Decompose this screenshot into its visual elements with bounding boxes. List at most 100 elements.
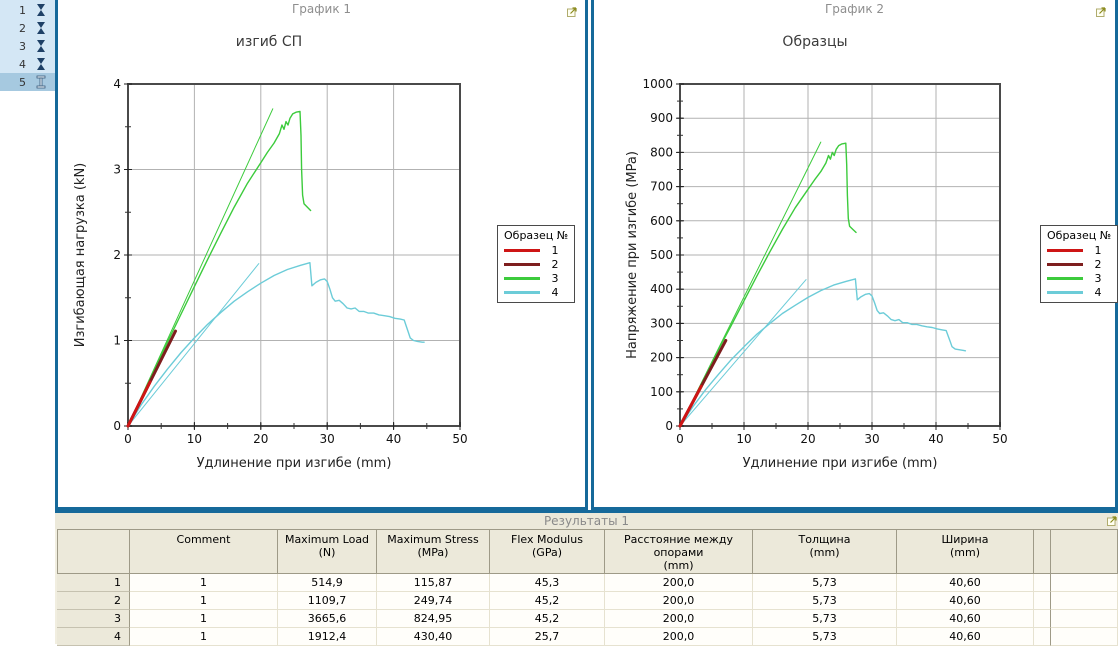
y-tick-label: 800: [650, 145, 673, 159]
series-line-4-fit: [127, 263, 260, 427]
table-cell[interactable]: [1051, 574, 1118, 592]
table-cell[interactable]: 40,60: [897, 574, 1034, 592]
table-header-cell: Расстояние между опорами (mm): [605, 529, 753, 574]
x-tick-label: 40: [386, 432, 401, 446]
legend-title: Образец №: [504, 229, 569, 242]
table-cell[interactable]: 40,60: [897, 628, 1034, 646]
sidebar-item-specimen-5[interactable]: 5: [0, 73, 55, 91]
table-cell[interactable]: [1051, 628, 1118, 646]
table-cell[interactable]: [1051, 610, 1118, 628]
table-cell[interactable]: 115,87: [377, 574, 490, 592]
y-axis-label: Изгибающая нагрузка (kN): [73, 163, 88, 348]
table-header-cell: Maximum Stress (MPa): [377, 529, 490, 574]
table-cell[interactable]: [1034, 574, 1051, 592]
legend-item: 1: [504, 243, 570, 257]
table-header-cell: Comment: [130, 529, 278, 574]
legend-item: 3: [1047, 271, 1113, 285]
table-cell[interactable]: 5,73: [753, 610, 897, 628]
table-cell[interactable]: [1034, 628, 1051, 646]
table-cell[interactable]: 1: [130, 592, 278, 610]
sidebar-item-specimen-3[interactable]: 3: [0, 37, 55, 55]
legend-color-line: [504, 248, 540, 252]
table-cell[interactable]: [1051, 592, 1118, 610]
table-cell[interactable]: 1: [130, 574, 278, 592]
series-line-4: [127, 262, 425, 427]
table-cell[interactable]: 3665,6: [278, 610, 377, 628]
table-cell[interactable]: 25,7: [490, 628, 605, 646]
sidebar-item-number: 3: [19, 39, 26, 53]
row-header-cell[interactable]: 4: [57, 628, 130, 646]
legend-item-label: 3: [1094, 271, 1102, 285]
export-icon: [567, 7, 577, 17]
table-cell[interactable]: [1034, 610, 1051, 628]
specimen-icon: [37, 22, 45, 34]
table-header-cell: Ширина (mm): [897, 529, 1034, 574]
sidebar-item-specimen-1[interactable]: 1: [0, 1, 55, 19]
table-cell[interactable]: 824,95: [377, 610, 490, 628]
row-header-cell[interactable]: 1: [57, 574, 130, 592]
sidebar-item-specimen-4[interactable]: 4: [0, 55, 55, 73]
table-cell[interactable]: 200,0: [605, 574, 753, 592]
x-tick-label: 30: [320, 432, 335, 446]
legend-item-label: 4: [551, 285, 559, 299]
series-line-3: [679, 142, 857, 427]
table-cell[interactable]: 45,3: [490, 574, 605, 592]
table-cell[interactable]: [1034, 592, 1051, 610]
legend-color-line: [504, 290, 540, 294]
legend-color-line: [1047, 290, 1083, 294]
chart-panel-2: График 2 Образцы 0 10 20 30 40 50 0 100 200 300 40…: [591, 0, 1118, 510]
table-cell[interactable]: 200,0: [605, 610, 753, 628]
table-header-cell: [1034, 529, 1051, 574]
table-cell[interactable]: 40,60: [897, 592, 1034, 610]
table-cell[interactable]: 1: [130, 628, 278, 646]
table-cell[interactable]: 5,73: [753, 592, 897, 610]
ibeam-cursor-icon: [36, 75, 46, 89]
results-grid: Comment Maximum Load (N) Maximum Stress (M…: [57, 529, 1118, 646]
table-header-cell: Maximum Load (N): [278, 529, 377, 574]
table-cell[interactable]: 249,74: [377, 592, 490, 610]
y-tick-label: 0: [665, 419, 673, 433]
table-cell[interactable]: 1109,7: [278, 592, 377, 610]
table-cell[interactable]: 1: [130, 610, 278, 628]
x-tick-label: 30: [864, 432, 879, 446]
chart-panel-1: График 1 изгиб СП 0 10 20 30 40 50 0 1 2 3 4 Удлине…: [55, 0, 588, 510]
table-cell[interactable]: 45,2: [490, 592, 605, 610]
legend-color-line: [1047, 276, 1083, 280]
x-tick-label: 0: [676, 432, 684, 446]
table-cell[interactable]: 1912,4: [278, 628, 377, 646]
legend-item: 2: [504, 257, 570, 271]
sidebar-item-specimen-2[interactable]: 2: [0, 19, 55, 37]
legend-item: 4: [1047, 285, 1113, 299]
table-cell[interactable]: 514,9: [278, 574, 377, 592]
y-tick-label: 0: [113, 419, 121, 433]
x-tick-label: 50: [452, 432, 467, 446]
table-cell[interactable]: 430,40: [377, 628, 490, 646]
table-cell[interactable]: 40,60: [897, 610, 1034, 628]
panel-header: График 1: [291, 2, 352, 16]
legend-title: Образец №: [1047, 229, 1112, 242]
x-tick-label: 50: [992, 432, 1007, 446]
table-header-cell: [57, 529, 130, 574]
legend-item-label: 1: [551, 243, 559, 257]
export-icon[interactable]: [1096, 2, 1107, 17]
table-cell[interactable]: 5,73: [753, 628, 897, 646]
table-cell[interactable]: 200,0: [605, 628, 753, 646]
sidebar-item-number: 4: [19, 57, 26, 71]
legend-color-line: [504, 262, 540, 266]
table-cell[interactable]: 45,2: [490, 610, 605, 628]
flex-stress-chart: 0 10 20 30 40 5001002003004005006007008009001…: [625, 77, 1008, 471]
export-icon[interactable]: [567, 2, 578, 17]
legend-item-label: 2: [551, 257, 559, 271]
table-cell[interactable]: 200,0: [605, 592, 753, 610]
legend: Образец № 1 2 3 4: [497, 225, 575, 303]
row-header-cell[interactable]: 2: [57, 592, 130, 610]
series-line-4-fit: [679, 279, 807, 427]
legend: Образец № 1 2 3 4: [1040, 225, 1118, 303]
table-cell[interactable]: 5,73: [753, 574, 897, 592]
export-icon[interactable]: [1107, 515, 1118, 526]
series-line-1: [126, 380, 152, 428]
y-tick-label: 400: [650, 282, 673, 296]
row-header-cell[interactable]: 3: [57, 610, 130, 628]
chart-title: Образцы: [782, 34, 848, 50]
sidebar-item-number: 2: [19, 21, 26, 35]
